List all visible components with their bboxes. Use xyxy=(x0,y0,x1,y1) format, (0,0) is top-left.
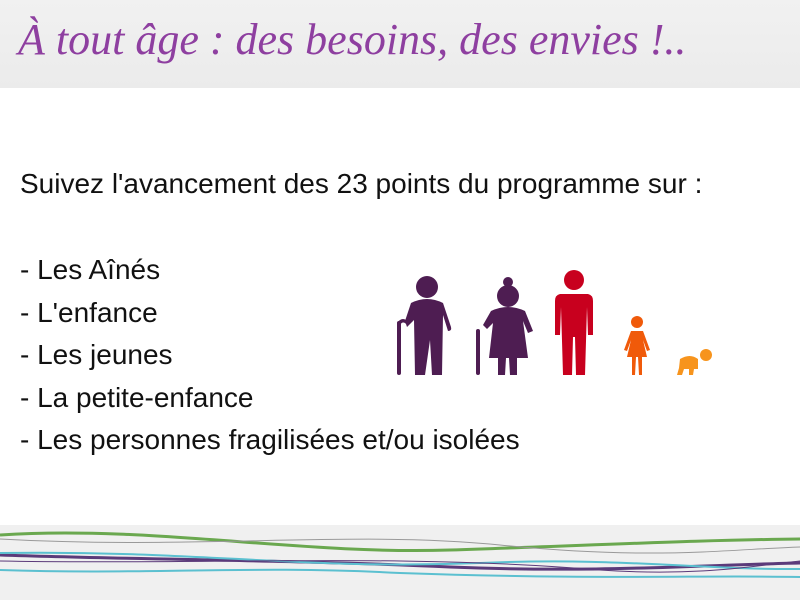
elderly-man-icon xyxy=(397,276,452,375)
audience-list: - Les Aînés - L'enfance - Les jeunes - L… xyxy=(20,250,520,463)
header-banner: À tout âge : des besoins, des envies !.. xyxy=(0,0,800,88)
list-item: - Les personnes fragilisées et/ou isolée… xyxy=(20,424,520,455)
age-figures xyxy=(397,270,712,375)
list-item: - Les jeunes xyxy=(20,339,173,370)
list-item: - L'enfance xyxy=(20,296,158,328)
adult-icon xyxy=(555,270,593,375)
wave-lines xyxy=(0,531,800,578)
list-item: - La petite-enfance xyxy=(20,381,254,413)
page-title: À tout âge : des besoins, des envies !.. xyxy=(18,15,687,64)
child-icon xyxy=(624,316,650,375)
intro-text: Suivez l'avancement des 23 points du pro… xyxy=(20,168,703,199)
elderly-woman-icon xyxy=(476,277,533,375)
baby-icon xyxy=(677,349,712,375)
list-item: - Les Aînés xyxy=(20,254,161,285)
decorative-footer xyxy=(0,525,800,600)
